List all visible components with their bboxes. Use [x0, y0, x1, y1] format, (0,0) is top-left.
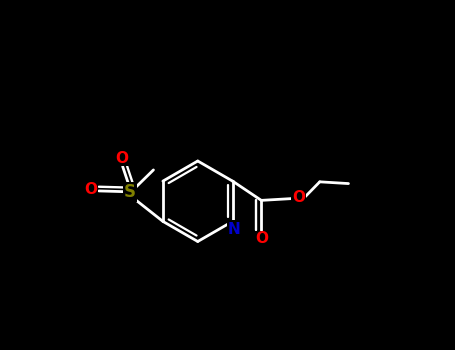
- Text: O: O: [116, 150, 128, 166]
- Text: N: N: [228, 222, 241, 237]
- Text: S: S: [124, 183, 136, 201]
- Text: O: O: [292, 190, 305, 205]
- Text: O: O: [84, 182, 97, 197]
- Text: O: O: [255, 231, 268, 246]
